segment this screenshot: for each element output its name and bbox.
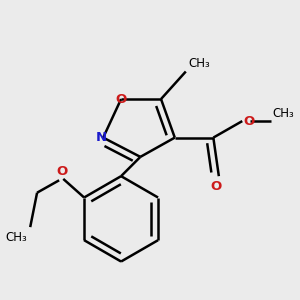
Text: O: O [56, 164, 68, 178]
Text: O: O [211, 180, 222, 193]
Text: CH₃: CH₃ [189, 57, 210, 70]
Text: O: O [116, 93, 127, 106]
Text: O: O [244, 115, 255, 128]
Text: CH₃: CH₃ [6, 231, 28, 244]
Text: CH₃: CH₃ [272, 107, 294, 120]
Text: N: N [96, 131, 107, 144]
